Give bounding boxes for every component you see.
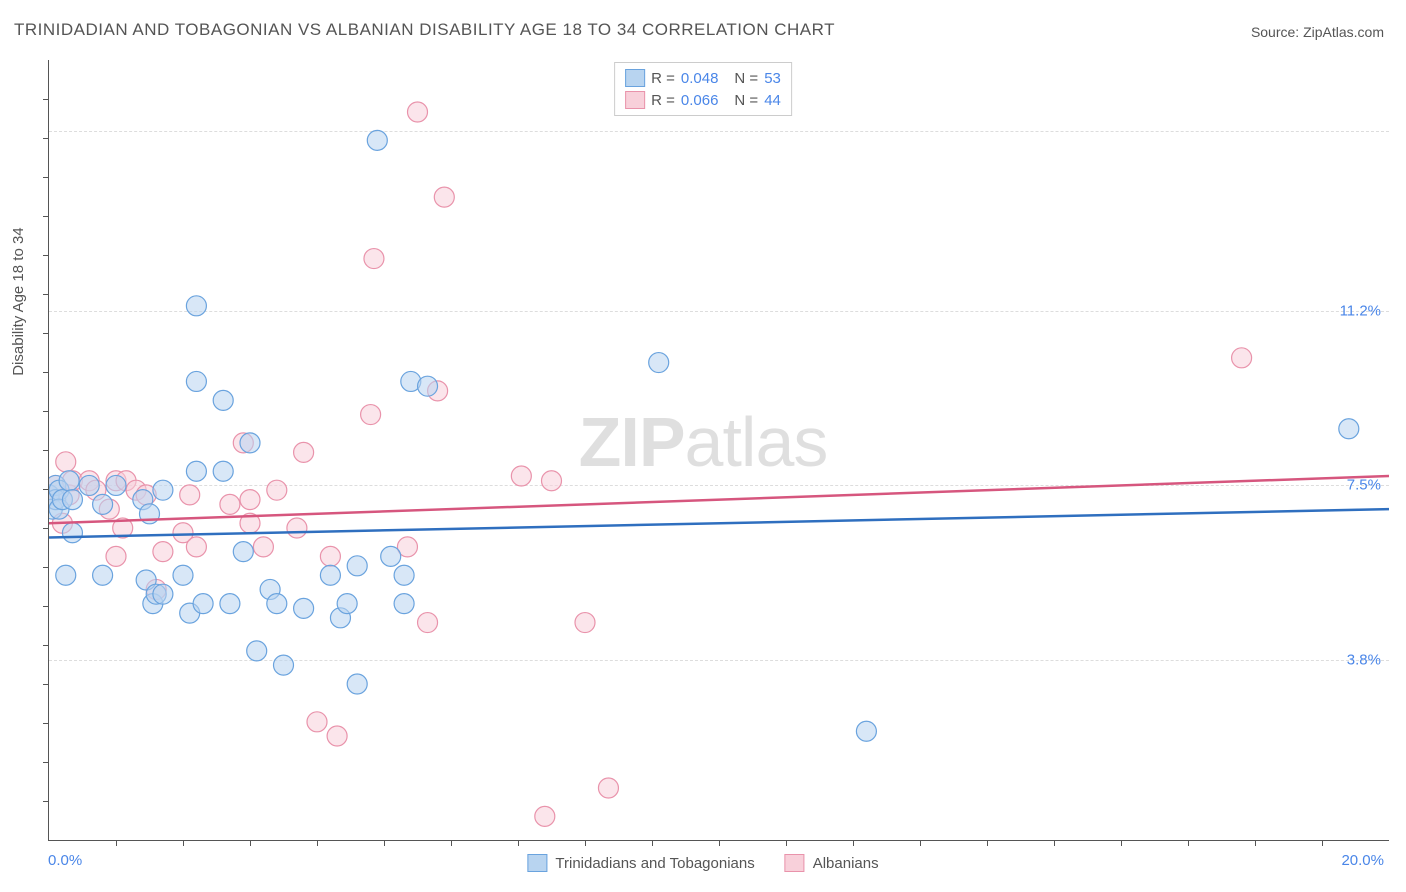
legend-label-albanian: Albanians [813,855,879,872]
legend-label-trinidadian: Trinidadians and Tobagonians [555,855,754,872]
chart-container: TRINIDADIAN AND TOBAGONIAN VS ALBANIAN D… [0,0,1406,892]
x-tick-max: 20.0% [1341,852,1384,869]
legend-swatch-albanian-icon [785,854,805,872]
legend-swatch-trinidadian-icon [527,854,547,872]
chart-title: TRINIDADIAN AND TOBAGONIAN VS ALBANIAN D… [14,20,835,40]
source-attribution: Source: ZipAtlas.com [1251,24,1384,40]
correlation-legend: R = 0.048 N = 53 R = 0.066 N = 44 [614,62,792,116]
legend-row-albanian: R = 0.066 N = 44 [625,89,781,111]
source-prefix: Source: [1251,24,1303,40]
series-legend: Trinidadians and Tobagonians Albanians [527,854,878,872]
n-value-albanian: 44 [764,92,781,109]
legend-item-albanian: Albanians [785,854,879,872]
r-value-trinidadian: 0.048 [681,70,719,87]
n-value-trinidadian: 53 [764,70,781,87]
legend-swatch-albanian [625,91,645,109]
legend-row-trinidadian: R = 0.048 N = 53 [625,67,781,89]
r-value-albanian: 0.066 [681,92,719,109]
x-tick-min: 0.0% [48,852,82,869]
legend-item-trinidadian: Trinidadians and Tobagonians [527,854,754,872]
plot-area: 3.8%7.5%11.2% [48,60,1389,841]
legend-swatch-trinidadian [625,69,645,87]
source-link[interactable]: ZipAtlas.com [1303,24,1384,40]
scatter-svg [49,60,1389,840]
y-axis-label: Disability Age 18 to 34 [10,227,27,375]
